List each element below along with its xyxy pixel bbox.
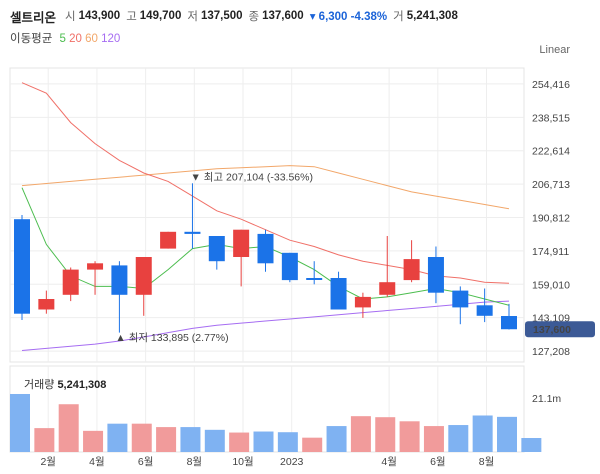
volume-bar <box>448 425 469 452</box>
y-tick-label: 190,812 <box>532 212 570 224</box>
low-label: 저 <box>187 11 198 23</box>
volume-bar <box>277 432 298 452</box>
volume-bar <box>83 430 104 452</box>
candle-body <box>208 236 225 262</box>
volume-bar <box>131 423 152 452</box>
candle-body <box>62 269 79 295</box>
candle-body <box>87 263 104 270</box>
volume-bar <box>107 423 128 452</box>
candle-body <box>160 231 177 249</box>
high-value: 149,700 <box>139 10 182 22</box>
x-tick-label: 6월 <box>430 456 446 468</box>
candle-body <box>135 257 152 295</box>
change-value: ▾ 6,300 -4.38% <box>309 11 388 23</box>
volume-bar <box>399 421 420 452</box>
x-tick-label: 6월 <box>138 456 154 468</box>
close-label: 종 <box>248 11 260 23</box>
ma-title: 이동평균 <box>10 33 53 45</box>
x-tick-label: 8월 <box>479 456 495 468</box>
volume-bar <box>34 428 55 452</box>
volume-bar <box>10 393 30 452</box>
max-annotation: ▼ 최고 207,104 (-33.56%) <box>190 171 313 183</box>
volume-value: 5,241,308 <box>406 10 458 22</box>
x-tick-label: 4월 <box>381 456 397 468</box>
stock-name[interactable]: 셀트리온 <box>10 10 57 25</box>
last-price-label: 137,600 <box>533 324 571 336</box>
open-value: 143,900 <box>78 10 121 22</box>
volume-bar <box>253 431 274 452</box>
volume-title-label: 거래량 <box>24 379 55 391</box>
close-value: 137,600 <box>262 10 304 22</box>
candle-body <box>306 278 323 280</box>
last-price-badge <box>525 321 595 338</box>
candle-body <box>281 252 298 281</box>
candle-body <box>257 233 274 264</box>
x-tick-label: 10월 <box>232 456 253 468</box>
volume-max-label: 21.1m <box>532 393 561 405</box>
min-annotation: ▲ 최저 133,895 (2.77%) <box>115 332 228 344</box>
volume-bar <box>350 416 371 452</box>
x-tick-label: 2월 <box>40 456 56 468</box>
volume-label: 거 <box>393 11 404 23</box>
volume-bar <box>497 416 517 452</box>
candle-body <box>111 265 128 295</box>
volume-bar <box>229 432 250 452</box>
ma120-legend[interactable]: 120 <box>101 33 121 45</box>
candle-body <box>427 257 444 293</box>
y-tick-label: 254,416 <box>532 79 570 91</box>
candle-body <box>38 299 55 310</box>
high-label: 고 <box>126 11 137 23</box>
ma60-legend[interactable]: 60 <box>85 33 98 45</box>
volume-bar <box>302 437 323 452</box>
scale-mode-toggle[interactable]: Linear <box>539 44 570 56</box>
y-tick-label: 238,515 <box>532 112 570 124</box>
volume-bar <box>58 404 79 452</box>
volume-bar <box>375 417 396 452</box>
y-tick-label: 174,911 <box>532 246 569 258</box>
volume-title: 거래량 5,241,308 <box>24 376 106 392</box>
volume-bar <box>326 426 347 452</box>
candle-body <box>476 305 493 316</box>
y-tick-label: 222,614 <box>532 146 570 158</box>
price-panel-frame <box>9 67 525 363</box>
open-label: 시 <box>65 11 76 23</box>
volume-bar <box>156 427 177 452</box>
x-tick-label: 4월 <box>89 456 105 468</box>
candle-body <box>330 278 347 310</box>
ma20-legend[interactable]: 20 <box>69 33 82 45</box>
volume-bar <box>180 427 201 452</box>
low-value: 137,500 <box>200 10 243 22</box>
volume-title-value: 5,241,308 <box>57 379 107 391</box>
quote-header: 셀트리온 시 143,900 고 149,700 저 137,500 종 137… <box>10 7 464 25</box>
volume-bar <box>204 429 225 452</box>
x-tick-label: 2023 <box>280 456 304 468</box>
x-tick-label: 8월 <box>187 456 203 468</box>
ma120-line <box>21 300 510 351</box>
candle-body <box>403 259 420 281</box>
y-tick-label: 159,010 <box>532 279 570 291</box>
y-tick-label: 127,208 <box>532 346 570 358</box>
candle-body <box>379 282 396 295</box>
candle-body <box>233 229 250 257</box>
moving-average-legend[interactable]: 이동평균 5 20 60 120 <box>10 30 120 46</box>
ma60-line <box>21 165 510 210</box>
candle-body <box>354 296 371 308</box>
volume-bar <box>423 426 444 452</box>
candle-body <box>14 219 30 314</box>
candle-body <box>184 231 201 234</box>
candle-body <box>452 290 469 308</box>
ma5-legend[interactable]: 5 <box>59 33 66 45</box>
candle-body <box>501 316 517 330</box>
volume-bar <box>521 438 542 452</box>
volume-bar <box>472 415 493 452</box>
y-tick-label: 206,713 <box>532 179 570 191</box>
